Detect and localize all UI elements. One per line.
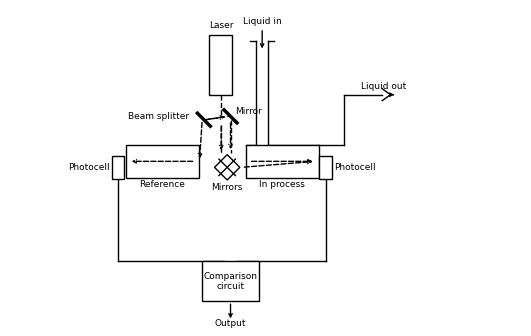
Bar (209, 35, 232, 95)
Text: Laser: Laser (209, 21, 234, 30)
Text: Comparison
circuit: Comparison circuit (203, 271, 258, 291)
Text: Beam splitter: Beam splitter (128, 112, 189, 121)
Text: Photocell: Photocell (334, 163, 375, 172)
Bar (112, 156, 124, 179)
Bar (245, 145, 319, 178)
Bar (202, 261, 259, 301)
Text: Output: Output (215, 319, 246, 328)
Text: Liquid in: Liquid in (243, 17, 281, 27)
Text: Photocell: Photocell (68, 163, 109, 172)
Text: In process: In process (259, 180, 305, 188)
Bar (320, 156, 332, 179)
Polygon shape (215, 155, 240, 180)
Bar (125, 145, 199, 178)
Text: Reference: Reference (139, 180, 185, 188)
Text: Liquid out: Liquid out (361, 82, 406, 91)
Text: Mirrors: Mirrors (211, 183, 243, 192)
Text: Mirror: Mirror (235, 107, 262, 116)
